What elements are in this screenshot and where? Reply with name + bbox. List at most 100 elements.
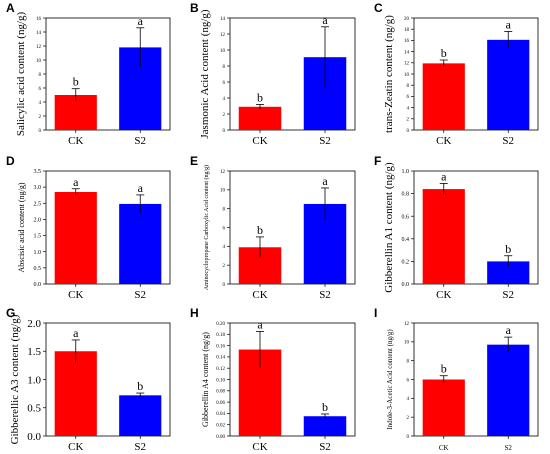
panel-letter: A [6, 1, 15, 15]
bar-s2 [119, 395, 162, 436]
y-tick-label: 1.0 [34, 250, 42, 256]
x-tick-label: CK [436, 135, 451, 147]
y-tick-label: 4 [223, 245, 226, 250]
x-tick-label: CK [68, 441, 83, 453]
y-tick-label: 10 [220, 189, 226, 194]
y-tick-label: 0 [223, 129, 226, 134]
y-tick-label: 6 [407, 95, 410, 100]
y-tick-label: 2 [223, 113, 226, 118]
chart-panel-h: H 0.00 0.02 0.04 0.06 0.08 0.10 0.12 0.14 0.16 0.1… [190, 306, 356, 453]
panel-letter: G [6, 306, 15, 320]
x-tick-label: CK [68, 135, 83, 147]
panel-letter: I [374, 306, 377, 320]
y-tick-label: 12 [404, 322, 410, 327]
x-tick-label: S2 [319, 289, 331, 301]
x-tick-label: CK [252, 135, 267, 147]
y-tick-label: 10 [220, 49, 226, 54]
chart-panel-a: A 0 2 4 6 8 10 12 14 16 Salicylic acid content (ng… [6, 1, 171, 147]
y-tick-label: 2 [223, 264, 226, 269]
x-tick-label: S2 [319, 135, 331, 147]
y-tick-label: 12 [404, 62, 410, 67]
y-tick-label: 6 [223, 81, 226, 86]
y-tick-label: 10 [36, 59, 42, 64]
significance-letter: b [441, 362, 447, 376]
panel-letter: C [374, 1, 383, 15]
y-tick-label: 0.00 [216, 435, 225, 440]
significance-letter: b [257, 223, 263, 237]
bar-s2 [303, 416, 347, 436]
y-axis-label: Gibberellin A1 content (ng/g) [383, 162, 395, 293]
y-tick-label: 3.5 [34, 169, 42, 175]
y-tick-label: 0 [223, 283, 226, 288]
y-tick-label: 4 [407, 397, 410, 402]
panel-letter: B [190, 1, 199, 15]
y-tick-label: 8 [407, 359, 410, 364]
y-tick-label: 16 [36, 17, 42, 22]
significance-letter: a [322, 174, 328, 188]
bar-s2 [487, 261, 530, 284]
significance-letter: b [441, 46, 447, 60]
bar-ck [422, 189, 465, 284]
panel-letter: E [190, 154, 198, 168]
chart-panel-b: B 0 2 4 6 8 10 12 14 Jasmonic Acid content (ng/g)… [190, 1, 356, 147]
y-tick-label: 12 [36, 45, 42, 50]
y-tick-label: 2 [407, 118, 410, 123]
chart-panel-g: G 0.0 0.5 1.0 1.5 2.0 Gibberellic A3 content (… [6, 306, 171, 453]
y-tick-label: 0.02 [216, 423, 225, 428]
y-tick-label: 3.0 [34, 185, 42, 191]
y-tick-label: 16 [404, 39, 410, 44]
y-tick-label: 0.06 [216, 401, 225, 406]
bar-ck [54, 191, 97, 284]
bar-ck [422, 63, 465, 130]
panel-letter: H [190, 306, 199, 320]
y-tick-label: 1.5 [34, 234, 42, 240]
significance-letter: b [137, 379, 143, 393]
x-tick-label: CK [436, 289, 451, 301]
bar-ck [238, 106, 282, 130]
y-tick-label: 0.18 [216, 333, 225, 338]
y-tick-label: 2.0 [34, 218, 42, 224]
bar-s2 [487, 344, 530, 436]
y-tick-label: 12 [220, 33, 226, 38]
y-tick-label: 1.0 [402, 169, 410, 175]
y-tick-label: 14 [404, 50, 410, 55]
chart-panel-c: C 0 2 4 6 8 10 12 14 16 18 20 trans-Zeatin content (… [374, 1, 539, 147]
x-tick-label: S2 [502, 135, 514, 147]
plot-frame [45, 170, 171, 285]
y-tick-label: 4 [223, 97, 226, 102]
y-tick-label: 6 [223, 226, 226, 231]
significance-letter: a [138, 14, 144, 28]
y-tick-label: 0.5 [27, 403, 41, 415]
y-tick-label: 4 [39, 101, 42, 106]
y-axis-label: Indole-3-Acetic Acid content (ng/g) [386, 329, 394, 430]
plot-frame [413, 170, 539, 285]
chart-panel-f: F 0.0 0.2 0.4 0.6 0.8 1.0 Gibberellin A1 conten… [374, 154, 539, 301]
significance-letter: a [322, 13, 328, 27]
y-tick-label: 0 [39, 129, 42, 134]
y-tick-label: 0.08 [216, 390, 225, 395]
y-tick-label: 0.04 [216, 412, 225, 417]
significance-letter: b [257, 90, 263, 104]
significance-letter: b [322, 400, 328, 414]
bar-ck [422, 379, 465, 436]
y-axis-label: Gibberellin A4 content (ng/g) [201, 332, 210, 427]
chart-panel-e: E 0 2 4 6 8 10 12 Aminocyclopropane Carboxylic A… [190, 154, 356, 301]
significance-letter: a [73, 326, 79, 340]
x-tick-label: CK [68, 289, 83, 301]
chart-panel-i: I 0 2 4 6 8 10 12 Indole-3-Acetic Acid content (… [374, 306, 539, 452]
panel-letter: D [6, 154, 15, 168]
y-axis-label: Gibberellic A3 content (ng/g) [9, 314, 21, 444]
significance-letter: b [73, 75, 79, 89]
y-tick-label: 0 [407, 435, 410, 440]
significance-letter: a [138, 181, 144, 195]
significance-letter: a [257, 317, 263, 331]
y-tick-label: 0.14 [216, 356, 225, 361]
y-tick-label: 20 [404, 17, 410, 22]
y-tick-label: 1.0 [27, 374, 41, 386]
y-tick-label: 8 [223, 207, 226, 212]
bar-s2 [487, 39, 530, 131]
y-tick-label: 0.10 [216, 378, 225, 383]
y-tick-label: 0.12 [216, 367, 225, 372]
y-tick-label: 0.20 [216, 322, 225, 327]
